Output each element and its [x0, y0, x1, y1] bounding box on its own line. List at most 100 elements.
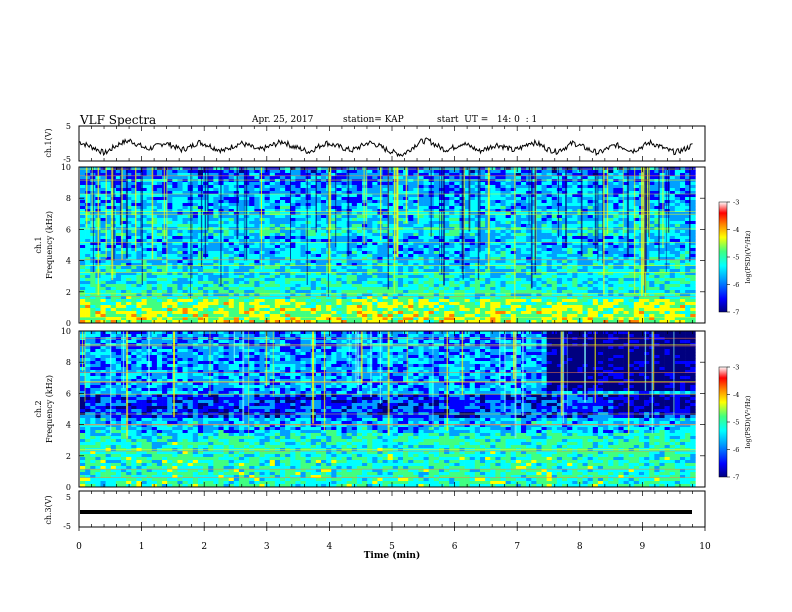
spectrogram-cell	[382, 251, 388, 255]
spectrogram-cell	[449, 239, 455, 243]
spectrogram-cell	[331, 182, 337, 186]
spectrogram-cell	[577, 281, 583, 285]
spectrogram-cell	[444, 203, 450, 207]
spectrogram-cell	[151, 230, 158, 234]
spectrogram-cell	[546, 260, 553, 264]
spectrogram-cell	[213, 218, 219, 222]
spectrogram-cell	[536, 278, 542, 282]
spectrogram-cell	[428, 278, 435, 282]
figure-title: VLF Spectra	[80, 113, 157, 127]
spectrogram-cell	[444, 239, 450, 243]
spectrogram-cell	[310, 251, 317, 255]
spectrogram-cell	[254, 185, 260, 189]
spectrogram-cell	[362, 242, 368, 246]
spectrogram-cell	[623, 224, 629, 228]
spectrogram-cell	[356, 278, 363, 282]
spectrogram-cell	[551, 230, 558, 234]
spectrogram-cell	[536, 224, 542, 228]
spectrogram-cell	[669, 260, 676, 264]
spectrogram-cell	[541, 254, 547, 258]
spectrogram-cell	[674, 272, 681, 276]
spectrogram-cell	[90, 287, 96, 291]
spectrogram-cell	[192, 278, 199, 282]
spectrogram-cell	[315, 221, 322, 225]
spectrogram-cell	[474, 230, 481, 234]
spectrogram-cell	[551, 188, 558, 192]
spectrogram-cell	[495, 221, 501, 225]
spectrogram-cell	[223, 254, 230, 258]
spectrogram-cell	[228, 284, 235, 288]
spectrogram-cell	[418, 224, 424, 228]
spectrogram-cell	[515, 284, 522, 288]
spectrogram-cell	[541, 173, 547, 177]
spectrogram-cell	[331, 272, 337, 276]
spectrogram-cell	[85, 230, 91, 234]
spectrogram-cell	[556, 275, 563, 279]
spectrogram-cell	[336, 242, 342, 246]
spectrogram-cell	[474, 188, 481, 192]
spectrogram-cell	[685, 242, 691, 246]
spectrogram-cell	[146, 269, 153, 273]
spectrogram-cell	[505, 179, 512, 183]
spectrogram-cell	[603, 254, 609, 258]
spectrogram-cell	[254, 215, 260, 219]
spectrogram-cell	[295, 206, 301, 210]
spectrogram-cell	[659, 182, 665, 186]
spectrogram-cell	[126, 278, 132, 282]
spectrogram-cell	[295, 260, 301, 264]
spectrogram-cell	[295, 254, 301, 258]
spectrogram-cell	[464, 281, 471, 285]
spectrogram-cell	[515, 263, 522, 267]
spectrogram-cell	[141, 257, 147, 261]
spectrogram-cell	[346, 275, 353, 279]
spectrogram-cell	[131, 197, 137, 201]
spectrogram-cell	[228, 233, 235, 237]
spectrogram-cell	[664, 233, 671, 237]
spectrogram-cell	[259, 182, 265, 186]
spectrogram-cell	[397, 257, 404, 261]
spectrogram-cell	[674, 194, 681, 198]
spectrogram-cell	[228, 212, 235, 216]
spectrogram-cell	[208, 233, 214, 237]
spectrogram-cell	[310, 257, 317, 261]
spectrogram-cell	[290, 284, 296, 288]
spectrogram-cell	[582, 203, 588, 207]
spectrogram-cell	[623, 209, 629, 213]
spectrogram-cell	[449, 221, 455, 225]
spectrogram-cell	[603, 182, 609, 186]
spectrogram-cell	[685, 266, 691, 270]
spectrogram-cell	[156, 230, 163, 234]
spectrogram-cell	[464, 191, 471, 195]
spectrogram-cell	[644, 272, 650, 276]
spectrogram-cell	[172, 269, 178, 273]
spectrogram-cell	[397, 260, 404, 264]
spectrogram-cell	[587, 230, 594, 234]
spectrogram-cell	[372, 170, 378, 174]
spectrogram-cell	[367, 269, 373, 273]
spectrogram-cell	[172, 218, 178, 222]
spectrogram-cell	[151, 239, 158, 243]
spectrogram-cell	[279, 269, 286, 273]
spectrogram-cell	[290, 248, 296, 252]
spectrogram-cell	[141, 176, 147, 180]
spectrogram-cell	[546, 230, 553, 234]
spectrogram-cell	[300, 269, 306, 273]
spectrogram-cell	[474, 191, 481, 195]
spectrogram-cell	[372, 224, 378, 228]
spectrogram-cell	[572, 275, 578, 279]
spectrogram-cell	[192, 287, 199, 291]
spectrogram-cell	[454, 257, 460, 261]
spectrogram-cell	[341, 275, 347, 279]
spectrogram-cell	[362, 215, 368, 219]
spectrogram-cell	[382, 191, 388, 195]
spectrogram-cell	[690, 248, 696, 252]
spectrogram-cell	[408, 284, 414, 288]
spectrogram-cell	[536, 233, 542, 237]
spectrogram-cell	[336, 272, 342, 276]
spectrogram-cell	[121, 278, 127, 282]
spectrogram-cell	[479, 278, 486, 282]
spectrogram-cell	[105, 191, 112, 195]
spectrogram-cell	[249, 272, 255, 276]
spectrogram-cell	[587, 251, 594, 255]
spectrogram-cell	[182, 200, 188, 204]
